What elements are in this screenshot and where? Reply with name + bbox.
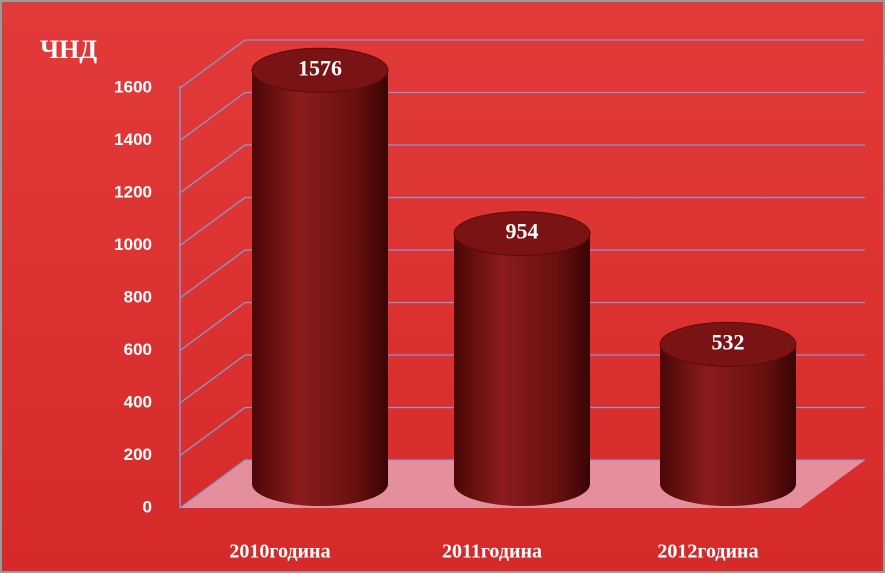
y-tick-label: 1000 [114,235,152,254]
grid-line [179,354,865,404]
data-label: 532 [712,329,745,354]
grid-line [179,301,865,352]
bar [454,233,590,506]
grid-line [179,39,865,89]
x-tick-label: 2011година [442,541,542,563]
y-tick-label: 1400 [114,130,152,149]
y-tick-label: 1200 [114,182,152,201]
bar [660,344,796,506]
chart-title: ЧНД [40,35,97,64]
data-label: 1576 [298,55,342,80]
bar-top [251,47,389,93]
x-tick-label: 2012година [657,541,758,563]
bar [252,70,388,507]
y-tick-label: 1600 [114,77,152,96]
grid-line [179,196,865,247]
grid-line [179,91,865,142]
grid-line [179,406,865,457]
grid-line [179,459,865,509]
y-tick-label: 800 [124,287,152,306]
bar-top [453,211,591,257]
data-label: 954 [506,219,539,244]
y-tick-label: 600 [124,340,152,359]
y-tick-label: 400 [124,392,152,411]
y-tick-label: 200 [124,445,152,464]
grid-line [179,144,865,194]
grid-line [179,249,865,299]
y-tick-label: 0 [143,497,152,516]
x-tick-label: 2010година [229,541,330,563]
bar-top [659,321,797,367]
